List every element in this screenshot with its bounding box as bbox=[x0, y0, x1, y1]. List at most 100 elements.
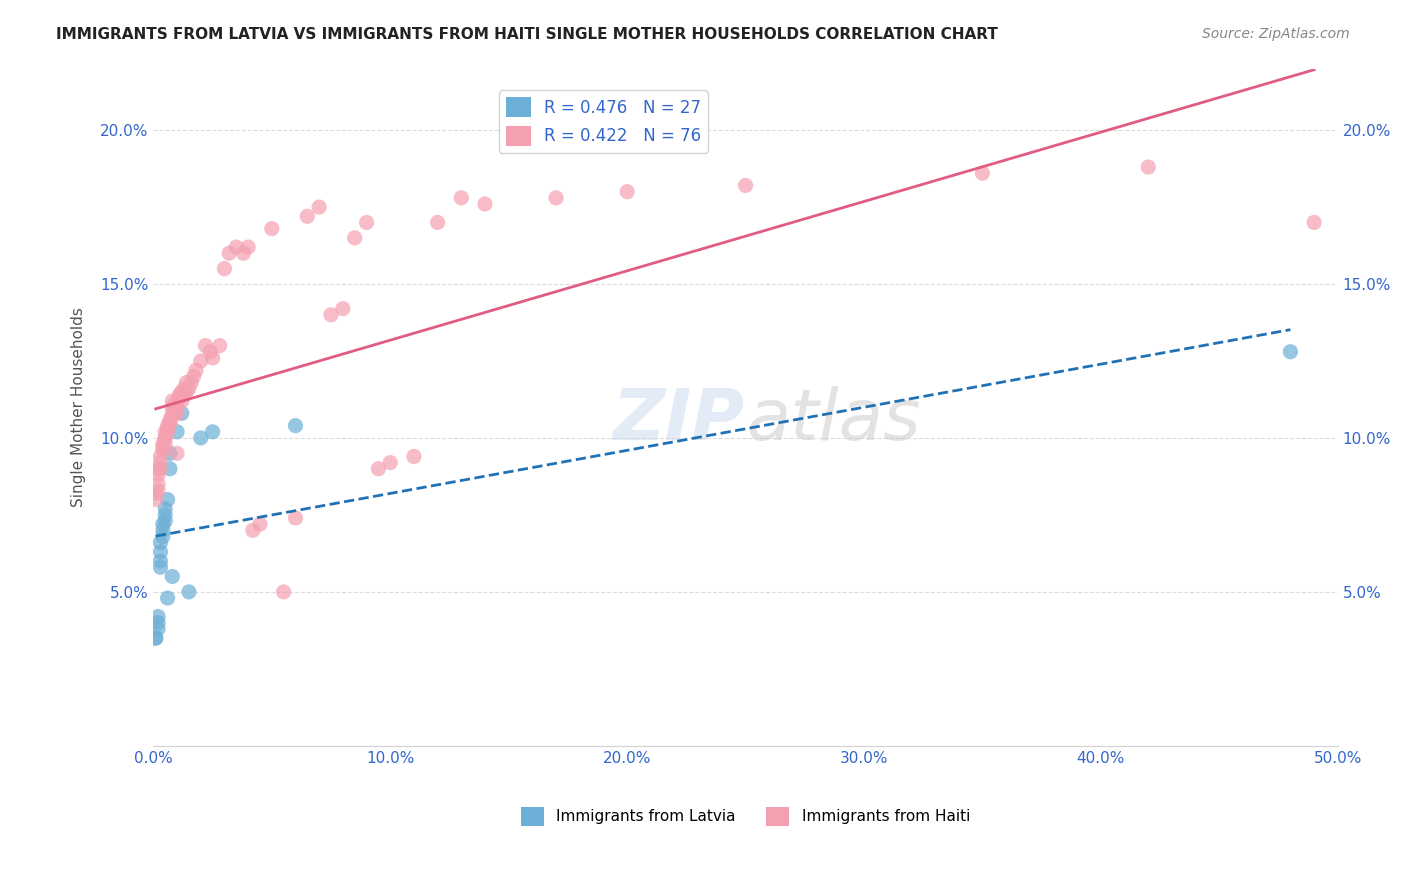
Point bbox=[155, 431, 177, 445]
Point bbox=[149, 560, 172, 574]
Point bbox=[146, 622, 169, 636]
Point bbox=[201, 351, 224, 365]
Point bbox=[183, 369, 205, 384]
Point bbox=[159, 416, 181, 430]
Point bbox=[145, 631, 167, 645]
Point bbox=[166, 446, 188, 460]
Point bbox=[156, 422, 179, 436]
Point bbox=[152, 443, 174, 458]
Point bbox=[146, 467, 169, 482]
Point bbox=[184, 363, 207, 377]
Point bbox=[159, 412, 181, 426]
Point bbox=[208, 338, 231, 352]
Point bbox=[170, 406, 193, 420]
Point bbox=[201, 425, 224, 439]
Point bbox=[149, 461, 172, 475]
Point bbox=[149, 554, 172, 568]
Point bbox=[152, 524, 174, 538]
Point bbox=[297, 209, 319, 223]
Point bbox=[367, 461, 389, 475]
Point bbox=[162, 569, 184, 583]
Point bbox=[156, 418, 179, 433]
Text: atlas: atlas bbox=[745, 386, 920, 455]
Point bbox=[474, 197, 496, 211]
Point bbox=[426, 215, 449, 229]
Point bbox=[152, 529, 174, 543]
Point bbox=[402, 450, 425, 464]
Point bbox=[170, 394, 193, 409]
Point bbox=[166, 406, 188, 420]
Point bbox=[155, 431, 177, 445]
Point bbox=[225, 240, 247, 254]
Point bbox=[1137, 160, 1160, 174]
Point bbox=[156, 492, 179, 507]
Point bbox=[145, 486, 167, 500]
Point bbox=[152, 437, 174, 451]
Text: Source: ZipAtlas.com: Source: ZipAtlas.com bbox=[1202, 27, 1350, 41]
Point bbox=[149, 456, 172, 470]
Point bbox=[162, 406, 184, 420]
Point bbox=[163, 400, 186, 414]
Point bbox=[152, 517, 174, 532]
Point bbox=[156, 591, 179, 605]
Point bbox=[166, 394, 188, 409]
Y-axis label: Single Mother Households: Single Mother Households bbox=[72, 307, 86, 508]
Point bbox=[544, 191, 567, 205]
Point bbox=[159, 461, 181, 475]
Point bbox=[194, 338, 217, 352]
Point bbox=[180, 376, 202, 390]
Point bbox=[155, 514, 177, 528]
Point bbox=[319, 308, 342, 322]
Point bbox=[343, 231, 366, 245]
Point bbox=[1279, 344, 1302, 359]
Point bbox=[155, 501, 177, 516]
Point bbox=[155, 437, 177, 451]
Point bbox=[273, 585, 295, 599]
Point bbox=[260, 221, 283, 235]
Point bbox=[149, 545, 172, 559]
Point bbox=[163, 406, 186, 420]
Text: IMMIGRANTS FROM LATVIA VS IMMIGRANTS FROM HAITI SINGLE MOTHER HOUSEHOLDS CORRELA: IMMIGRANTS FROM LATVIA VS IMMIGRANTS FRO… bbox=[56, 27, 998, 42]
Point bbox=[232, 246, 254, 260]
Point bbox=[308, 200, 330, 214]
Point bbox=[242, 524, 264, 538]
Point bbox=[169, 391, 191, 405]
Point bbox=[149, 535, 172, 549]
Point bbox=[169, 388, 191, 402]
Point bbox=[380, 456, 402, 470]
Point bbox=[145, 492, 167, 507]
Point bbox=[162, 394, 184, 409]
Point bbox=[152, 440, 174, 454]
Point bbox=[146, 483, 169, 498]
Point bbox=[159, 446, 181, 460]
Point bbox=[1303, 215, 1326, 229]
Point bbox=[176, 376, 198, 390]
Point bbox=[145, 631, 167, 645]
Point bbox=[155, 508, 177, 522]
Point bbox=[236, 240, 259, 254]
Point bbox=[177, 585, 200, 599]
Point bbox=[249, 517, 271, 532]
Point bbox=[218, 246, 240, 260]
Point bbox=[177, 382, 200, 396]
Point bbox=[166, 400, 188, 414]
Point bbox=[173, 382, 195, 396]
Point bbox=[173, 388, 195, 402]
Point bbox=[156, 425, 179, 439]
Point bbox=[146, 477, 169, 491]
Point bbox=[190, 354, 212, 368]
Point bbox=[162, 400, 184, 414]
Point bbox=[176, 384, 198, 399]
Point bbox=[200, 344, 222, 359]
Point bbox=[284, 418, 307, 433]
Point bbox=[616, 185, 638, 199]
Point bbox=[155, 425, 177, 439]
Point bbox=[146, 461, 169, 475]
Point bbox=[214, 261, 236, 276]
Point bbox=[356, 215, 378, 229]
Point bbox=[149, 450, 172, 464]
Point bbox=[284, 511, 307, 525]
Point bbox=[159, 416, 181, 430]
Point bbox=[332, 301, 354, 316]
Point bbox=[450, 191, 472, 205]
